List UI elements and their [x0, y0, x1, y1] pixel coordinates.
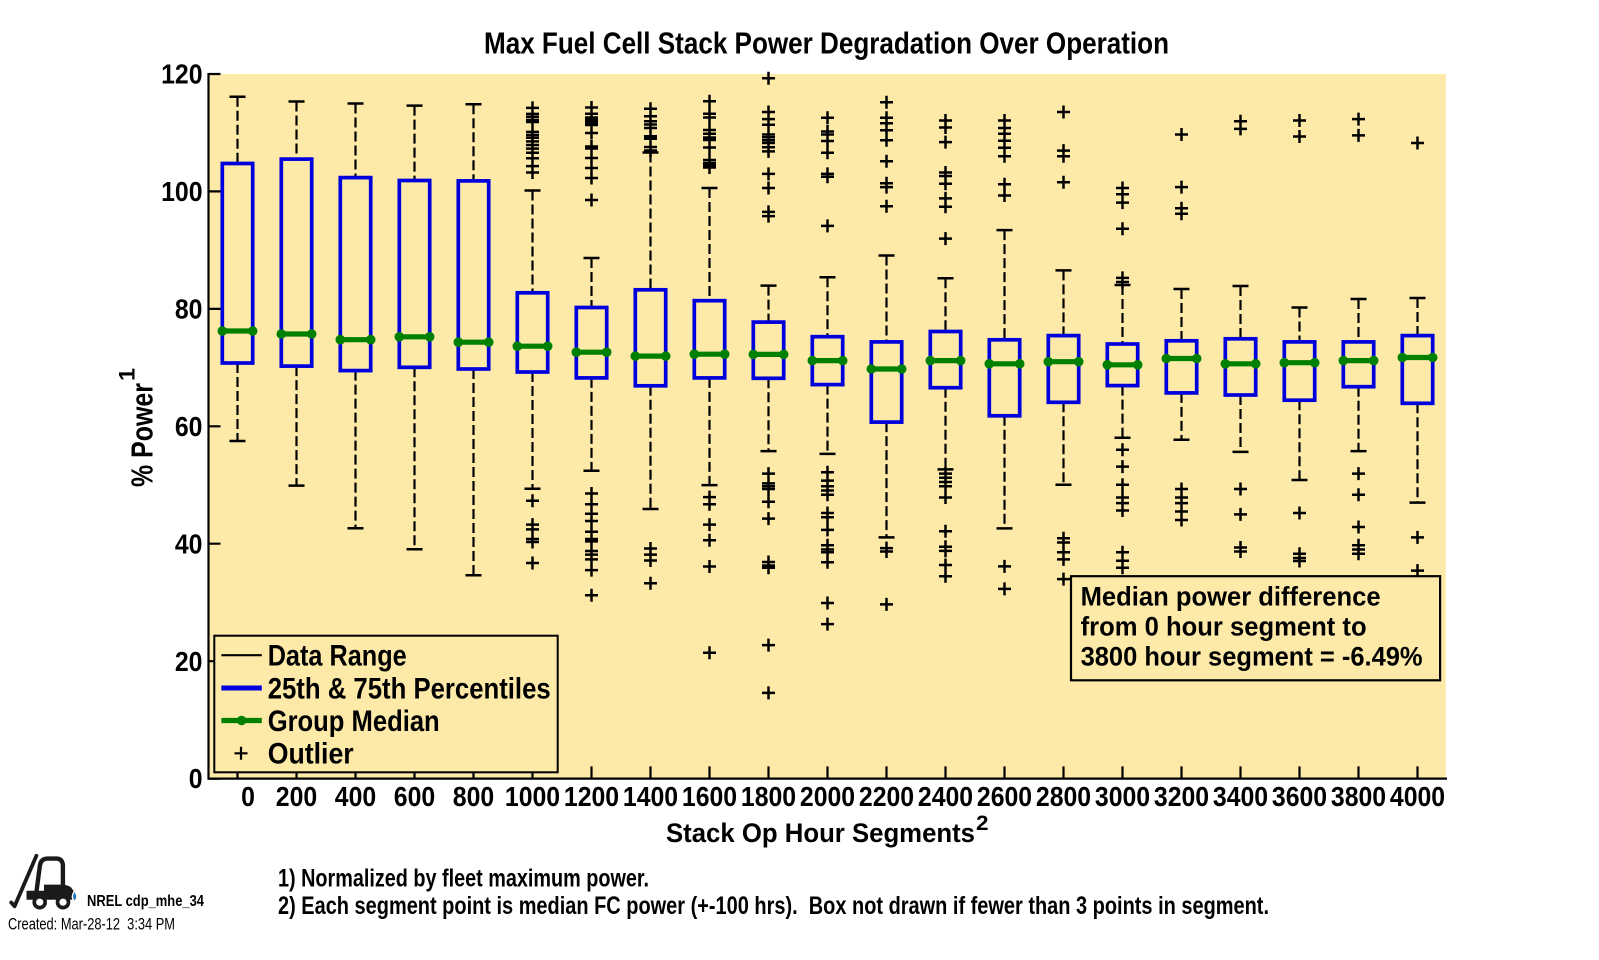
svg-text:from 0 hour segment to: from 0 hour segment to: [1081, 612, 1367, 642]
svg-text:60: 60: [175, 411, 203, 442]
svg-text:1000: 1000: [505, 781, 560, 812]
svg-text:1400: 1400: [623, 781, 678, 812]
svg-text:Max Fuel Cell Stack Power Degr: Max Fuel Cell Stack Power Degradation Ov…: [484, 27, 1169, 61]
svg-text:0: 0: [241, 781, 255, 812]
svg-text:25th & 75th Percentiles: 25th & 75th Percentiles: [268, 672, 551, 705]
svg-text:0: 0: [189, 763, 203, 794]
svg-text:% Power: % Power: [125, 383, 159, 487]
svg-text:Group Median: Group Median: [268, 705, 440, 738]
svg-text:2800: 2800: [1036, 781, 1091, 812]
svg-text:3200: 3200: [1154, 781, 1209, 812]
svg-text:1) Normalized by fleet maximum: 1) Normalized by fleet maximum power.: [278, 866, 649, 893]
svg-text:600: 600: [394, 781, 435, 812]
svg-text:200: 200: [276, 781, 317, 812]
svg-text:1800: 1800: [741, 781, 796, 812]
svg-text:20: 20: [175, 646, 203, 677]
svg-text:2: 2: [976, 812, 989, 835]
svg-text:2200: 2200: [859, 781, 914, 812]
svg-text:2000: 2000: [800, 781, 855, 812]
svg-text:80: 80: [175, 294, 203, 325]
svg-text:3800: 3800: [1331, 781, 1386, 812]
svg-text:NREL cdp_mhe_34: NREL cdp_mhe_34: [87, 893, 204, 910]
svg-text:Created: Mar-28-12 3:34 PM: Created: Mar-28-12 3:34 PM: [8, 916, 175, 934]
svg-text:120: 120: [161, 59, 202, 90]
svg-text:1: 1: [114, 368, 139, 381]
svg-text:1200: 1200: [564, 781, 619, 812]
svg-text:2400: 2400: [918, 781, 973, 812]
svg-text:1600: 1600: [682, 781, 737, 812]
svg-text:3800 hour segment = -6.49%: 3800 hour segment = -6.49%: [1081, 642, 1423, 672]
svg-text:400: 400: [335, 781, 376, 812]
svg-text:2) Each segment point is media: 2) Each segment point is median FC power…: [278, 893, 1269, 920]
svg-text:3000: 3000: [1095, 781, 1150, 812]
svg-text:800: 800: [453, 781, 494, 812]
svg-text:Median power difference: Median power difference: [1081, 582, 1381, 612]
svg-text:Outlier: Outlier: [268, 738, 354, 771]
svg-text:Data Range: Data Range: [268, 640, 407, 673]
svg-text:100: 100: [161, 176, 202, 207]
svg-text:4000: 4000: [1390, 781, 1445, 812]
svg-text:2600: 2600: [977, 781, 1032, 812]
svg-text:3400: 3400: [1213, 781, 1268, 812]
svg-text:3600: 3600: [1272, 781, 1327, 812]
svg-text:Stack Op Hour Segments: Stack Op Hour Segments: [666, 818, 975, 848]
svg-text:40: 40: [175, 528, 203, 559]
